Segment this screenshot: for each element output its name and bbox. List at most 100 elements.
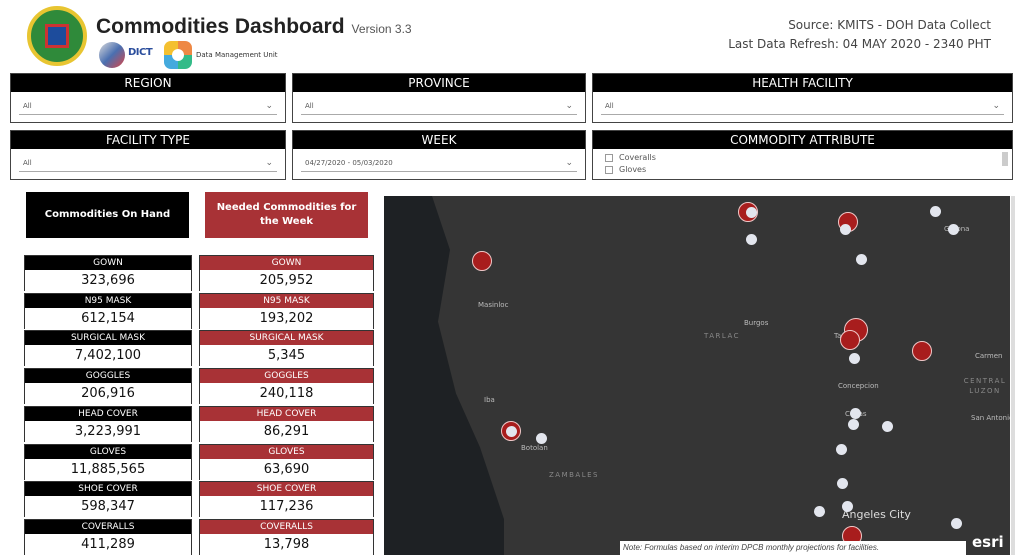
facility-marker[interactable] [856, 254, 867, 265]
sea-area [384, 196, 504, 555]
facility-marker[interactable] [930, 206, 941, 217]
dict-seal-logo [99, 42, 125, 68]
commodity-label: GLOVES [200, 444, 373, 459]
map-label: Concepcion [838, 382, 879, 390]
commodity-value: 411,289 [25, 533, 191, 555]
source-info: Source: KMITS - DOH Data Collect Last Da… [728, 16, 991, 54]
needed-commodities-button[interactable]: Needed Commodities for the Week [205, 192, 368, 238]
commodity-label: GOGGLES [200, 369, 373, 384]
facility-marker[interactable] [848, 419, 859, 430]
map-label: Iba [484, 396, 495, 404]
needed-tile: N95 MASK 193,202 [199, 292, 374, 329]
map-label: Botolan [521, 444, 548, 452]
on-hand-tile: COVERALLS 411,289 [24, 518, 192, 555]
commodity-attribute-filter-label: COMMODITY ATTRIBUTE [593, 131, 1012, 149]
checkbox-coveralls[interactable]: Coveralls [605, 152, 1012, 164]
commodity-value: 86,291 [200, 420, 373, 442]
commodity-label: GLOVES [25, 444, 191, 459]
checkbox-label: Gloves [619, 165, 647, 174]
commodity-label: N95 MASK [25, 293, 191, 308]
facility-marker-needed[interactable] [912, 341, 932, 361]
facility-marker[interactable] [746, 234, 757, 245]
map-label: San Antonio [971, 414, 1010, 422]
facility-type-dropdown[interactable]: All ⌄ [19, 154, 277, 172]
region-filter: REGION All ⌄ [10, 73, 286, 123]
facility-marker[interactable] [849, 353, 860, 364]
page-title: Commodities Dashboard [96, 15, 345, 38]
commodity-value: 13,798 [200, 533, 373, 555]
facility-marker[interactable] [850, 408, 861, 419]
facility-marker[interactable] [948, 224, 959, 235]
map-label: Burgos [744, 319, 769, 327]
health-facility-filter: HEALTH FACILITY All ⌄ [592, 73, 1013, 123]
map-label: Masinloc [478, 301, 509, 309]
scrollbar[interactable] [1002, 152, 1008, 166]
checkbox-icon [605, 154, 613, 162]
week-filter-label: WEEK [293, 131, 585, 149]
facility-marker[interactable] [746, 207, 757, 218]
facility-marker[interactable] [951, 518, 962, 529]
health-facility-dropdown[interactable]: All ⌄ [601, 97, 1004, 115]
commodity-label: SHOE COVER [200, 482, 373, 497]
commodity-value: 11,885,565 [25, 458, 191, 480]
commodity-label: N95 MASK [200, 293, 373, 308]
commodity-attribute-filter: COMMODITY ATTRIBUTE Coveralls Gloves [592, 130, 1013, 180]
facility-marker[interactable] [536, 433, 547, 444]
region-dropdown[interactable]: All ⌄ [19, 97, 277, 115]
facility-marker[interactable] [814, 506, 825, 517]
facility-marker[interactable] [840, 224, 851, 235]
title-bar: Commodities Dashboard Version 3.3 [96, 15, 412, 39]
map-label: Angeles City [842, 508, 911, 521]
commodity-label: GOWN [200, 256, 373, 270]
commodity-value: 205,952 [200, 270, 373, 291]
facility-marker[interactable] [842, 501, 853, 512]
needed-tile: GOWN 205,952 [199, 255, 374, 291]
commodity-label: COVERALLS [200, 519, 373, 534]
region-filter-label: REGION [11, 74, 285, 92]
commodities-on-hand-button[interactable]: Commodities On Hand [26, 192, 189, 238]
facility-marker[interactable] [836, 444, 847, 455]
region-value: All [23, 102, 32, 110]
commodity-value: 5,345 [200, 345, 373, 367]
facility-type-filter-label: FACILITY TYPE [11, 131, 285, 149]
last-refresh-text: Last Data Refresh: 04 MAY 2020 - 2340 PH… [728, 37, 991, 51]
facility-marker[interactable] [506, 426, 517, 437]
dict-logo-text: DICT [128, 47, 153, 58]
chevron-down-icon: ⌄ [992, 101, 1000, 111]
facility-map[interactable]: Masinloc Burgos Concepcion Carmen Iba Bo… [384, 196, 1010, 555]
commodity-label: GOWN [25, 256, 191, 270]
province-dropdown[interactable]: All ⌄ [301, 97, 577, 115]
checkbox-gloves[interactable]: Gloves [605, 164, 1012, 176]
facility-marker[interactable] [837, 478, 848, 489]
region-label: CENTRAL LUZON [963, 377, 1007, 395]
version-label: Version 3.3 [351, 22, 412, 36]
commodity-label: SURGICAL MASK [25, 331, 191, 346]
region-label: TARLAC [704, 332, 740, 340]
facility-type-filter: FACILITY TYPE All ⌄ [10, 130, 286, 180]
facility-type-value: All [23, 159, 32, 167]
commodity-label: GOGGLES [25, 369, 191, 384]
facility-marker-needed[interactable] [472, 251, 492, 271]
commodity-value: 598,347 [25, 496, 191, 518]
dmu-logo [164, 41, 192, 69]
facility-marker-needed[interactable] [840, 330, 860, 350]
facility-marker[interactable] [882, 421, 893, 432]
week-value: 04/27/2020 - 05/03/2020 [305, 159, 393, 167]
chevron-down-icon: ⌄ [565, 101, 573, 111]
commodity-value: 3,223,991 [25, 420, 191, 442]
needed-tile: HEAD COVER 86,291 [199, 405, 374, 442]
checkbox-label: Coveralls [619, 153, 656, 162]
commodity-value: 612,154 [25, 307, 191, 329]
source-text: Source: KMITS - DOH Data Collect [788, 18, 991, 32]
page-scrollbar[interactable] [1011, 196, 1015, 555]
doh-seal-logo [27, 6, 87, 66]
needed-tile: COVERALLS 13,798 [199, 518, 374, 555]
needed-tile: SHOE COVER 117,236 [199, 481, 374, 518]
needed-tile: GOGGLES 240,118 [199, 368, 374, 405]
week-dropdown[interactable]: 04/27/2020 - 05/03/2020 ⌄ [301, 154, 577, 172]
dmu-label: Data Management Unit [196, 51, 278, 59]
commodity-value: 63,690 [200, 458, 373, 480]
commodity-value: 206,916 [25, 383, 191, 405]
chevron-down-icon: ⌄ [265, 158, 273, 168]
on-hand-tile: HEAD COVER 3,223,991 [24, 405, 192, 442]
